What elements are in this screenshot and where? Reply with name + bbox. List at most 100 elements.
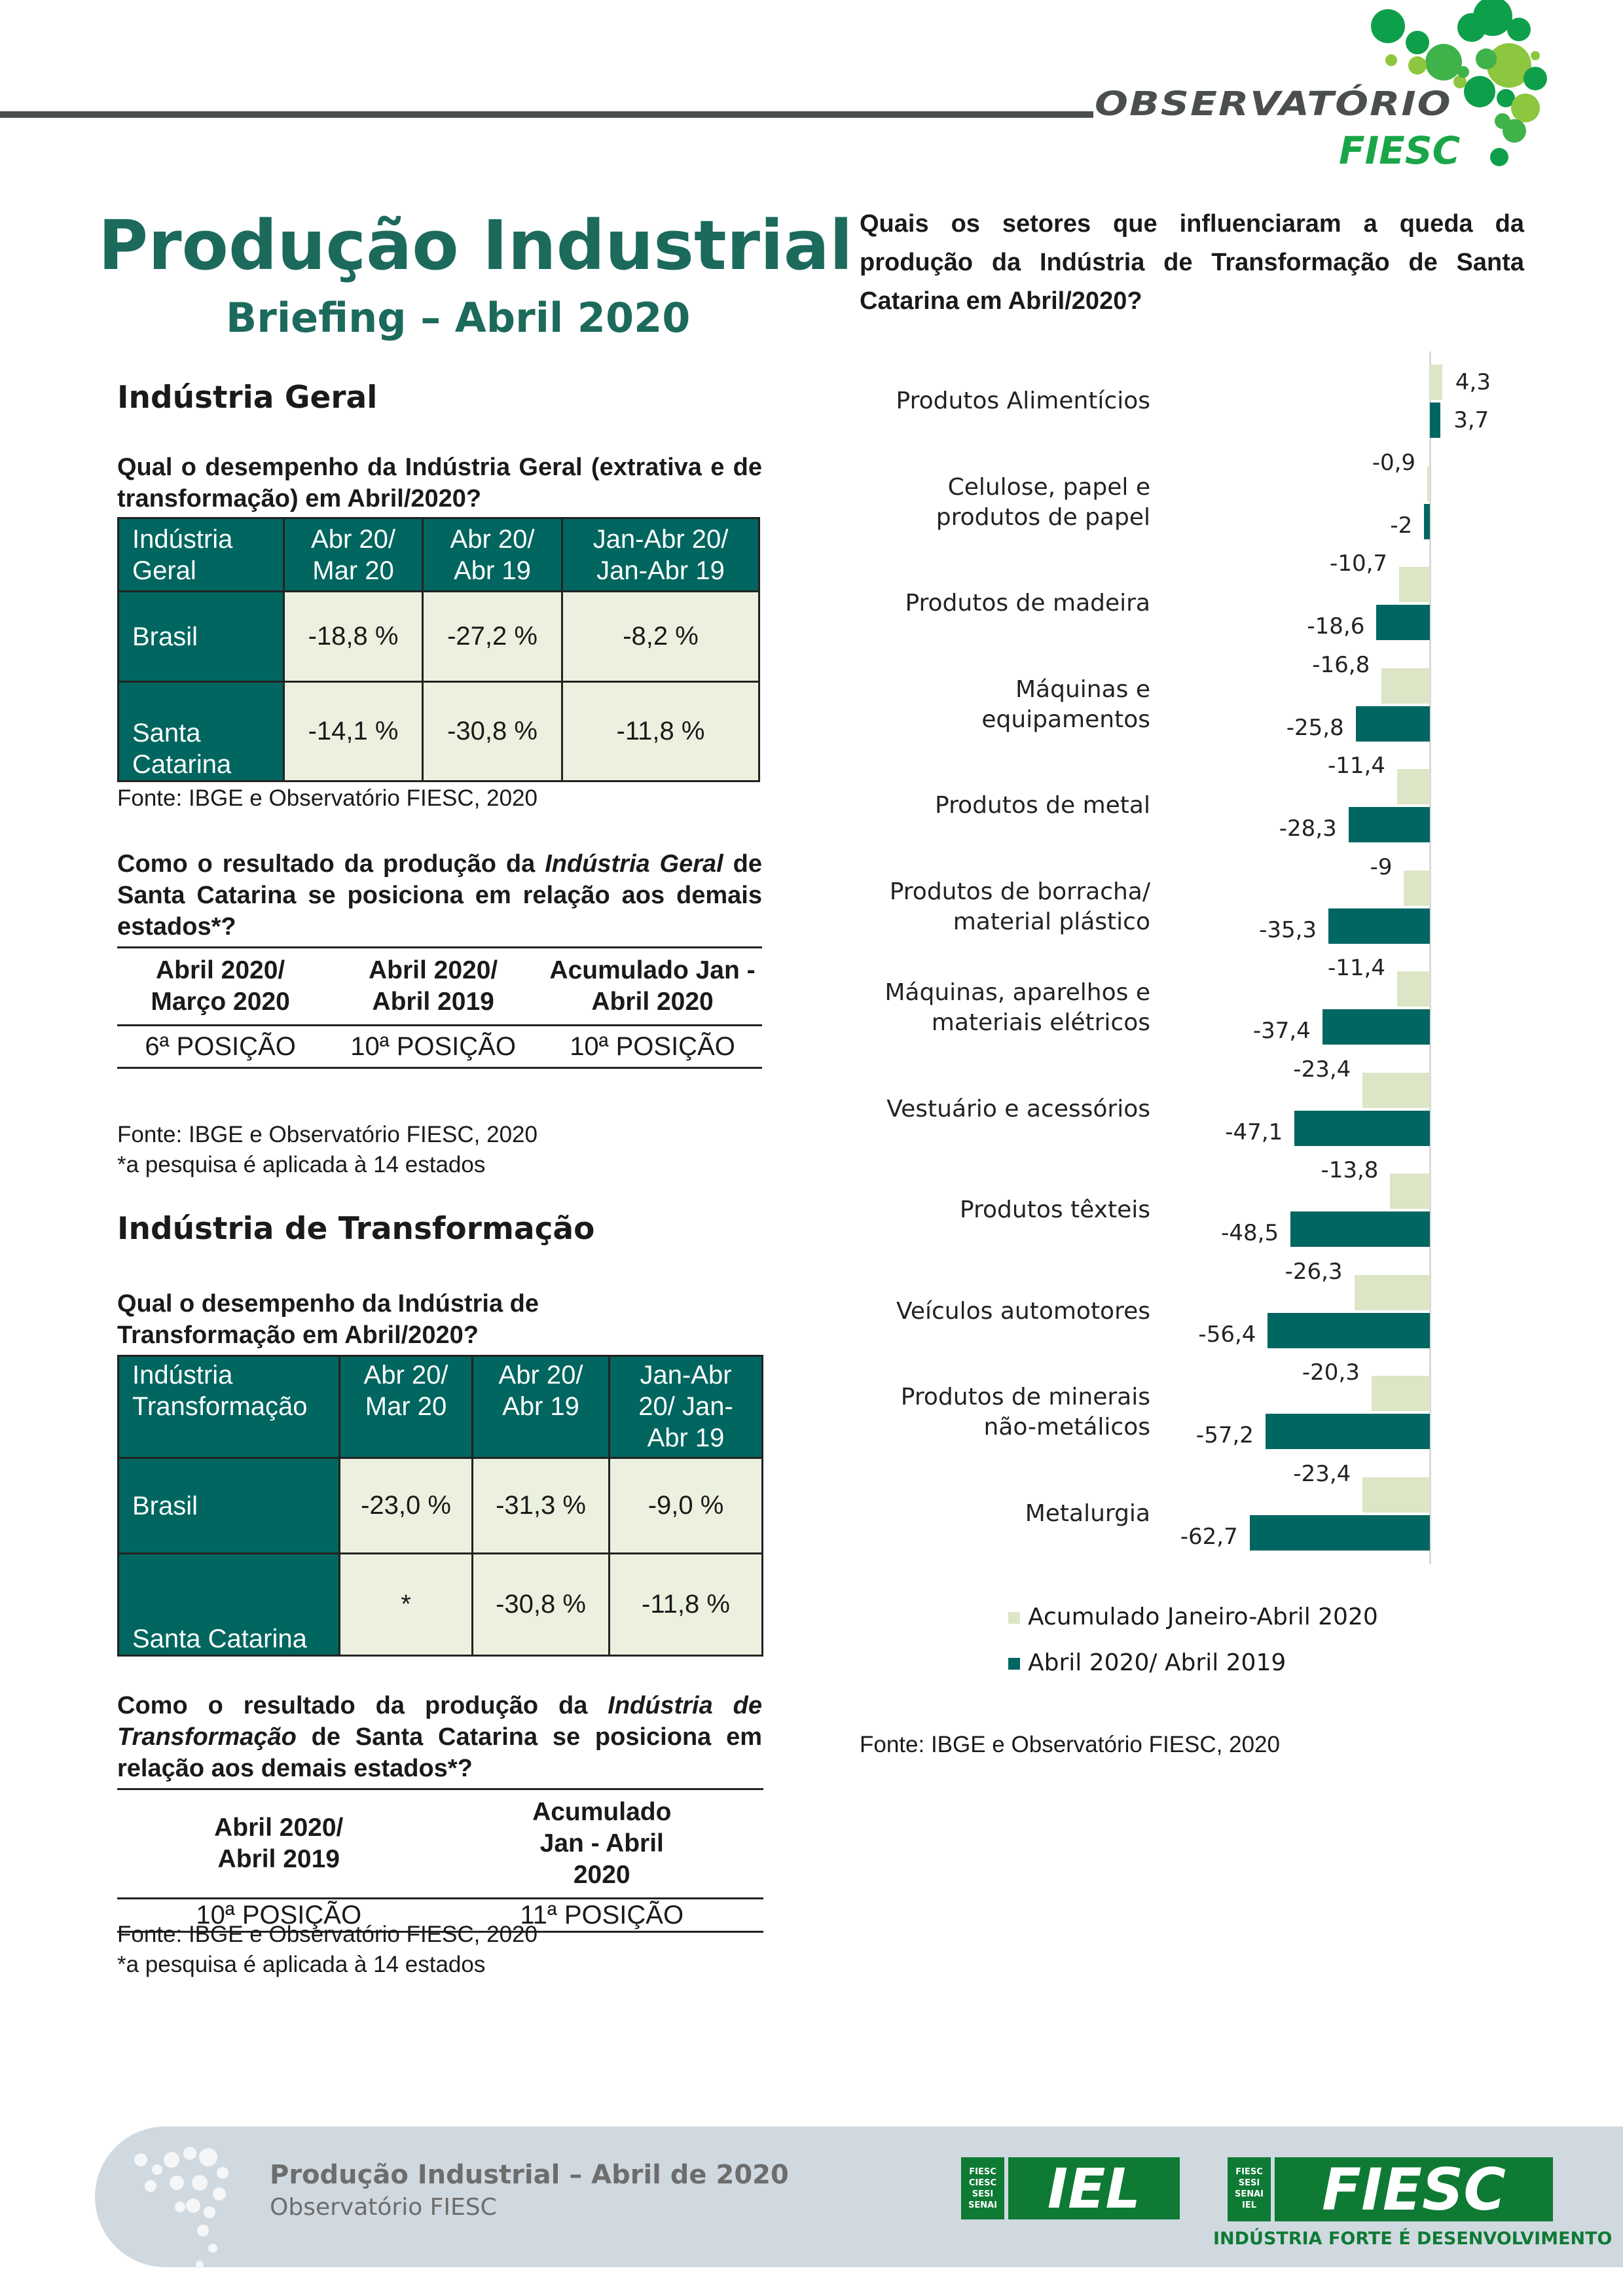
logo-dot bbox=[1464, 76, 1495, 107]
footer-title: Produção Industrial – Abril de 2020 bbox=[270, 2160, 789, 2190]
table-header: Indústria Transformação bbox=[117, 1355, 340, 1459]
bar-accumulated bbox=[1399, 567, 1430, 602]
data-label: -9 bbox=[1370, 853, 1393, 880]
category-label: Produtos de metal bbox=[935, 792, 1150, 819]
table-header: Abr 20/ Abr 19 bbox=[471, 1355, 610, 1459]
bar-april bbox=[1376, 605, 1430, 640]
data-label: -13,8 bbox=[1321, 1157, 1379, 1183]
legend-item-april: Abril 2020/ Abril 2019 bbox=[1008, 1649, 1286, 1676]
bar-accumulated bbox=[1396, 769, 1430, 804]
logo-dot bbox=[1523, 67, 1547, 90]
table-cell: -11,8 % bbox=[608, 1552, 763, 1657]
logo-dot bbox=[1490, 148, 1508, 166]
table-cell: -14,1 % bbox=[283, 681, 424, 782]
table-cell: -23,0 % bbox=[338, 1457, 473, 1554]
footer-dot bbox=[204, 2206, 215, 2218]
row-label: Santa Catarina bbox=[117, 681, 285, 782]
data-label: -35,3 bbox=[1259, 916, 1317, 943]
data-label: 4,3 bbox=[1455, 369, 1491, 395]
footer-dot bbox=[192, 2175, 208, 2191]
observatorio-logo-text: OBSERVATÓRIO bbox=[1095, 84, 1452, 124]
section-heading-geral: Indústria Geral bbox=[117, 380, 378, 416]
footer-dot bbox=[208, 2244, 217, 2253]
bar-april bbox=[1328, 908, 1430, 944]
source-note: Fonte: IBGE e Observatório FIESC, 2020 bbox=[117, 785, 538, 811]
data-label: 3,7 bbox=[1453, 407, 1489, 433]
table-transf: Indústria Transformação Abr 20/ Mar 20 Abr… bbox=[117, 1355, 763, 1657]
footer-subtitle: Observatório FIESC bbox=[270, 2194, 497, 2221]
data-label: -16,8 bbox=[1312, 651, 1370, 678]
table-header: Jan-Abr 20/ Jan-Abr 19 bbox=[608, 1355, 763, 1459]
question-geral: Qual o desempenho da Indústria Geral (ex… bbox=[117, 454, 762, 512]
logo-dot bbox=[1507, 18, 1531, 41]
rank-header: Acumulado Jan - Abril 2020 bbox=[543, 946, 762, 1026]
category-label: Produtos Alimentícios bbox=[896, 387, 1150, 414]
chart-source: Fonte: IBGE e Observatório FIESC, 2020 bbox=[860, 1732, 1280, 1757]
footer-dot bbox=[213, 2187, 226, 2200]
table-geral: Indústria Geral Abr 20/ Mar 20 Abr 20/ Abr… bbox=[117, 517, 760, 782]
source-note: Fonte: IBGE e Observatório FIESC, 2020 bbox=[117, 1922, 538, 1947]
chart-question: Quais os setores que influenciaram a que… bbox=[860, 210, 1524, 315]
data-label: -47,1 bbox=[1225, 1119, 1283, 1145]
observatorio-logo-sub: FIESC bbox=[1339, 128, 1461, 173]
logo-dot bbox=[1385, 54, 1397, 66]
data-label: -37,4 bbox=[1252, 1018, 1311, 1044]
rank-header: Abril 2020/ Abril 2019 bbox=[323, 946, 543, 1026]
logo-dot bbox=[1531, 51, 1540, 60]
footer-dot bbox=[145, 2180, 156, 2192]
rank-table-geral: Abril 2020/ Março 2020 Abril 2020/ Abril … bbox=[117, 946, 762, 1069]
footer-dot bbox=[186, 2198, 200, 2213]
footer-dot bbox=[170, 2176, 184, 2190]
logo-dot bbox=[1406, 31, 1429, 54]
chart-axis bbox=[1429, 351, 1431, 1564]
category-label: Vestuário e acessórios bbox=[886, 1095, 1150, 1122]
rank-value: 6ª POSIÇÃO bbox=[117, 1025, 324, 1069]
section-heading-transf: Indústria de Transformação bbox=[117, 1211, 595, 1247]
logo-dot bbox=[1473, 0, 1512, 36]
bar-april bbox=[1265, 1414, 1430, 1449]
bar-april bbox=[1355, 706, 1430, 742]
data-label: -25,8 bbox=[1286, 714, 1344, 741]
bar-april bbox=[1267, 1312, 1430, 1348]
bar-accumulated bbox=[1427, 465, 1430, 501]
rank-table-transf: Abril 2020/ Abril 2019 Acumulado Jan - Ab… bbox=[117, 1788, 763, 1933]
footnote: *a pesquisa é aplicada à 14 estados bbox=[117, 1952, 486, 1977]
footer-dot bbox=[197, 2225, 209, 2236]
fiesc-logo: FIESC bbox=[1275, 2156, 1553, 2223]
rank-value: 10ª POSIÇÃO bbox=[117, 1898, 441, 1933]
table-header: Jan-Abr 20/ Jan-Abr 19 bbox=[561, 517, 760, 592]
data-label: -62,7 bbox=[1180, 1523, 1238, 1550]
data-label: -0,9 bbox=[1372, 449, 1416, 476]
bar-april bbox=[1322, 1009, 1430, 1045]
footnote: *a pesquisa é aplicada à 14 estados bbox=[117, 1152, 486, 1177]
logo-dot bbox=[1425, 44, 1462, 81]
logo-dot bbox=[1503, 119, 1526, 143]
rank-header: Abril 2020/ Março 2020 bbox=[117, 946, 324, 1026]
footer-dot bbox=[152, 2164, 162, 2175]
footer-dot bbox=[199, 2148, 217, 2166]
bar-accumulated bbox=[1396, 971, 1430, 1007]
footer-dot bbox=[217, 2167, 228, 2179]
page-subtitle: Briefing – Abril 2020 bbox=[226, 294, 691, 342]
table-cell: -30,8 % bbox=[422, 681, 563, 782]
bar-accumulated bbox=[1354, 1274, 1430, 1310]
footer-dot bbox=[134, 2153, 147, 2166]
category-label: Metalurgia bbox=[1025, 1499, 1150, 1527]
row-label: Brasil bbox=[117, 590, 285, 683]
bar-accumulated bbox=[1390, 1174, 1430, 1209]
data-label: -48,5 bbox=[1221, 1220, 1279, 1246]
bar-accumulated bbox=[1404, 870, 1430, 906]
rank-header: Abril 2020/ Abril 2019 bbox=[117, 1788, 441, 1899]
row-label: Brasil bbox=[117, 1457, 340, 1554]
header-rule bbox=[0, 111, 1093, 118]
footer-dot bbox=[183, 2147, 196, 2160]
bar-april bbox=[1348, 807, 1430, 842]
category-label: Produtos de madeira bbox=[905, 590, 1150, 617]
fiesc-tagline: INDÚSTRIA FORTE É DESENVOLVIMENTO bbox=[1213, 2229, 1613, 2249]
bar-accumulated bbox=[1381, 668, 1430, 704]
bar-april bbox=[1294, 1110, 1430, 1146]
logo-dot bbox=[1453, 75, 1467, 88]
bar-april bbox=[1249, 1515, 1430, 1551]
category-label: Máquinas e equipamentos bbox=[981, 675, 1150, 733]
footer-dot bbox=[164, 2152, 179, 2168]
